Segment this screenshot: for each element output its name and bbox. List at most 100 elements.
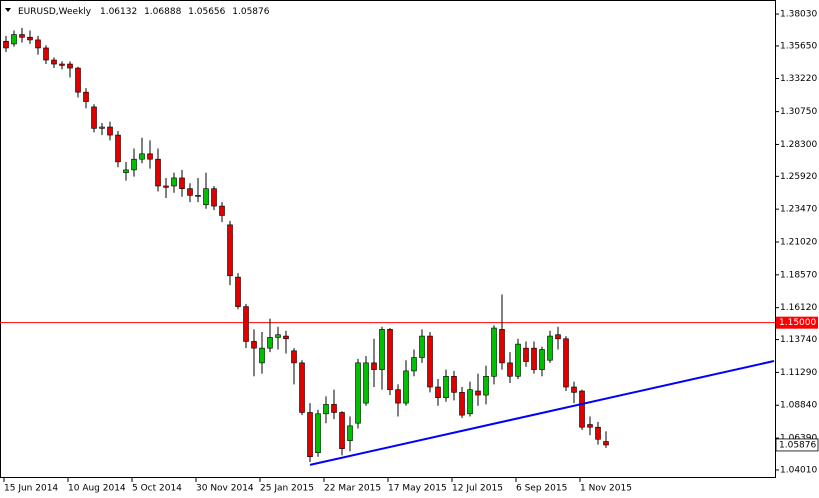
y-tick-label: 1.04010	[780, 465, 817, 475]
candle-body	[355, 362, 361, 424]
candle-body	[451, 375, 457, 393]
candle-body	[67, 63, 73, 69]
menu-arrow[interactable]	[5, 8, 11, 12]
candle-body	[291, 350, 297, 364]
candle-body	[363, 362, 369, 404]
candle-body	[123, 169, 129, 173]
candle-body	[347, 425, 353, 441]
plot-frame	[0, 0, 776, 478]
candle-body	[259, 347, 265, 364]
candle-body	[155, 158, 161, 187]
candle-body	[491, 327, 497, 377]
candle-body	[539, 349, 545, 370]
candle-body	[483, 375, 489, 396]
candle-body	[75, 67, 81, 93]
candle-body	[595, 426, 601, 440]
candle-body	[523, 347, 529, 362]
candle-body	[515, 343, 521, 377]
candle-body	[315, 413, 321, 453]
x-tick-label: 1 Nov 2015	[580, 484, 632, 494]
price-label-box	[775, 438, 819, 452]
x-tick-label: 15 Jun 2014	[4, 484, 58, 494]
header-open: 1.06132	[100, 7, 137, 17]
candle-body	[43, 47, 49, 61]
candle-body	[443, 375, 449, 399]
candle-body	[307, 412, 313, 457]
header-close: 1.05876	[232, 7, 269, 17]
y-tick-label: 1.38030	[780, 10, 817, 20]
y-tick-label: 1.23470	[780, 205, 817, 215]
candle-body	[395, 389, 401, 404]
y-tick-label: 1.18570	[780, 270, 817, 280]
header-low: 1.05656	[188, 7, 225, 17]
candle-body	[251, 341, 257, 349]
candle-body	[235, 276, 241, 307]
candle-body	[459, 392, 465, 416]
candle-body	[371, 362, 377, 370]
candle-body	[531, 347, 537, 370]
candle-body	[51, 59, 57, 65]
y-tick-label: 1.35650	[780, 41, 817, 51]
candle-body	[171, 177, 177, 187]
candle-body	[139, 153, 145, 160]
candle-body	[115, 134, 121, 163]
y-tick-label: 1.25920	[780, 172, 817, 182]
candle-body	[19, 34, 25, 38]
level-label: 1.15000	[779, 318, 816, 328]
candle-body	[275, 334, 281, 338]
y-tick-label: 1.08840	[780, 401, 817, 411]
candle-body	[283, 335, 289, 340]
y-tick-label: 1.16120	[780, 303, 817, 313]
candle-body	[379, 329, 385, 370]
candle-body	[331, 404, 337, 413]
x-tick-label: 12 Jul 2015	[452, 484, 503, 494]
candle-body	[107, 126, 113, 136]
symbol: EURUSD,Weekly	[18, 7, 92, 17]
candle-body	[403, 370, 409, 404]
candle-body	[59, 63, 65, 66]
y-tick-label: 1.28300	[780, 140, 817, 150]
candle-body	[195, 195, 201, 197]
candle-body	[35, 39, 41, 49]
trend-line	[309, 360, 775, 466]
candle-body	[91, 106, 97, 129]
candle-body	[163, 185, 169, 188]
candle-body	[387, 329, 393, 390]
x-tick-label: 6 Sep 2015	[516, 484, 567, 494]
x-tick-label: 5 Oct 2014	[132, 484, 182, 494]
candle-body	[227, 224, 233, 277]
candle-body	[563, 338, 569, 388]
candle-body	[179, 177, 185, 189]
candle-body	[547, 335, 553, 361]
candle-body	[571, 386, 577, 393]
x-tick-label: 25 Jan 2015	[260, 484, 314, 494]
candle-body	[427, 335, 433, 388]
candle-body	[11, 34, 17, 45]
candle-body	[203, 188, 209, 206]
candle-body	[507, 362, 513, 377]
candle-body	[435, 386, 441, 399]
candle-body	[27, 36, 33, 41]
candle-body	[475, 390, 481, 396]
candle-body	[323, 404, 329, 415]
candle-body	[219, 205, 225, 216]
y-tick-label: 1.21020	[780, 238, 817, 248]
candle-body	[211, 188, 217, 207]
x-tick-label: 22 Mar 2015	[324, 484, 381, 494]
price-label: 1.05876	[779, 440, 816, 450]
candle-body	[467, 389, 473, 415]
x-tick-label: 17 May 2015	[388, 484, 447, 494]
candle-body	[411, 357, 417, 372]
y-tick-label: 1.13740	[780, 335, 817, 345]
candle-body	[299, 362, 305, 413]
chart-header: EURUSD,Weekly 1.06132 1.06888 1.05656 1.…	[18, 7, 270, 17]
candle-body	[83, 91, 89, 102]
candle-body	[243, 306, 249, 342]
y-tick-label: 1.33220	[780, 74, 817, 84]
candle-body	[555, 334, 561, 340]
header-high: 1.06888	[144, 7, 181, 17]
candle-body	[579, 390, 585, 428]
x-tick-label: 10 Aug 2014	[68, 484, 126, 494]
y-tick-label: 1.11290	[780, 368, 817, 378]
